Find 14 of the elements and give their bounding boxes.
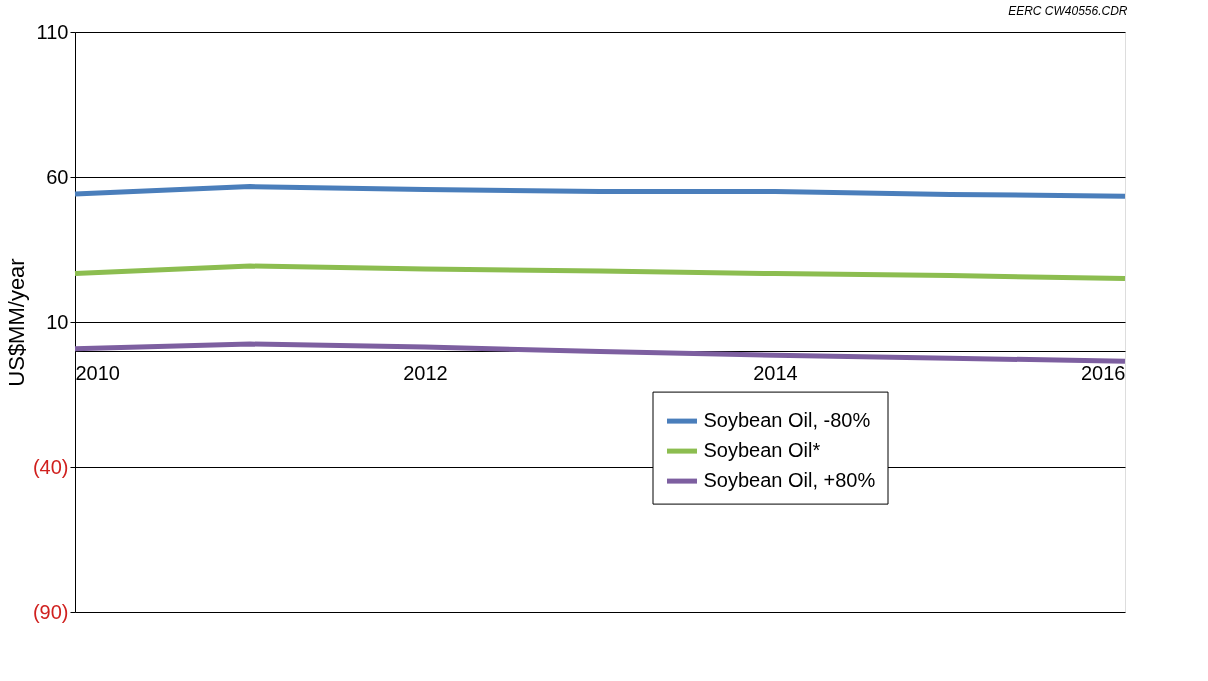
- legend-label: Soybean Oil*: [703, 439, 821, 462]
- y-tick-label: 60: [46, 165, 69, 188]
- y-tick-label: 110: [36, 20, 69, 43]
- x-tick-label: 2014: [753, 361, 798, 384]
- x-tick-label: 2012: [403, 361, 448, 384]
- y-tick-label: (90): [32, 600, 69, 623]
- x-tick-label: 2010: [75, 361, 120, 384]
- text: EERC CW40556.CDR: [1008, 4, 1128, 18]
- legend-label: Soybean Oil, -80%: [703, 409, 871, 432]
- legend-label: Soybean Oil, +80%: [703, 469, 876, 492]
- x-tick-label: 2016: [1081, 361, 1126, 384]
- y-tick-label: 10: [46, 310, 69, 333]
- y-axis-title: US$MM/year: [3, 258, 29, 387]
- y-tick-label: (40): [32, 455, 69, 478]
